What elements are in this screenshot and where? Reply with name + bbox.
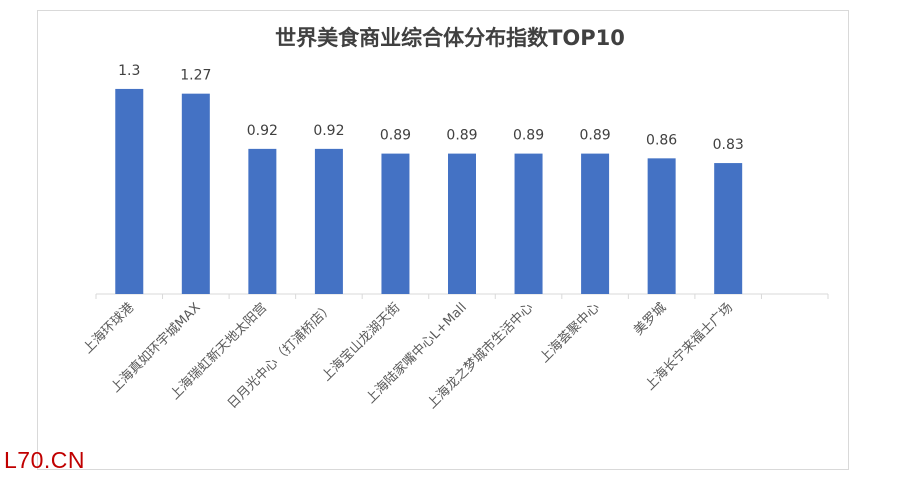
- bar: [581, 153, 610, 294]
- data-label: 0.92: [313, 123, 344, 139]
- chart-frame: [37, 10, 849, 470]
- data-label: 0.89: [380, 128, 411, 144]
- data-label: 0.89: [513, 128, 544, 144]
- x-tick-label: 上海荟聚中心: [537, 300, 603, 366]
- bar: [448, 153, 476, 294]
- data-label: 0.83: [713, 137, 744, 153]
- bar: [647, 158, 676, 294]
- data-label: 1.3: [118, 63, 140, 79]
- x-tick-label: 上海龙之梦城市生活中心: [424, 300, 536, 412]
- bar: [314, 148, 343, 294]
- chart-title: 世界美食商业综合体分布指数TOP10: [275, 26, 625, 50]
- watermark-logo: L70.CN: [4, 447, 85, 473]
- bar: [115, 88, 144, 294]
- data-label: 0.86: [646, 132, 677, 148]
- data-label: 0.89: [580, 128, 611, 144]
- bar: [248, 148, 277, 294]
- data-label: 1.27: [180, 68, 211, 84]
- data-label: 0.89: [446, 128, 477, 144]
- bar: [714, 163, 743, 294]
- bar: [381, 153, 410, 294]
- bar: [514, 153, 543, 294]
- x-tick-label: 上海环球港: [81, 300, 138, 357]
- bar: [181, 93, 210, 294]
- data-label: 0.92: [247, 123, 278, 139]
- x-tick-label: 美罗城: [631, 300, 669, 338]
